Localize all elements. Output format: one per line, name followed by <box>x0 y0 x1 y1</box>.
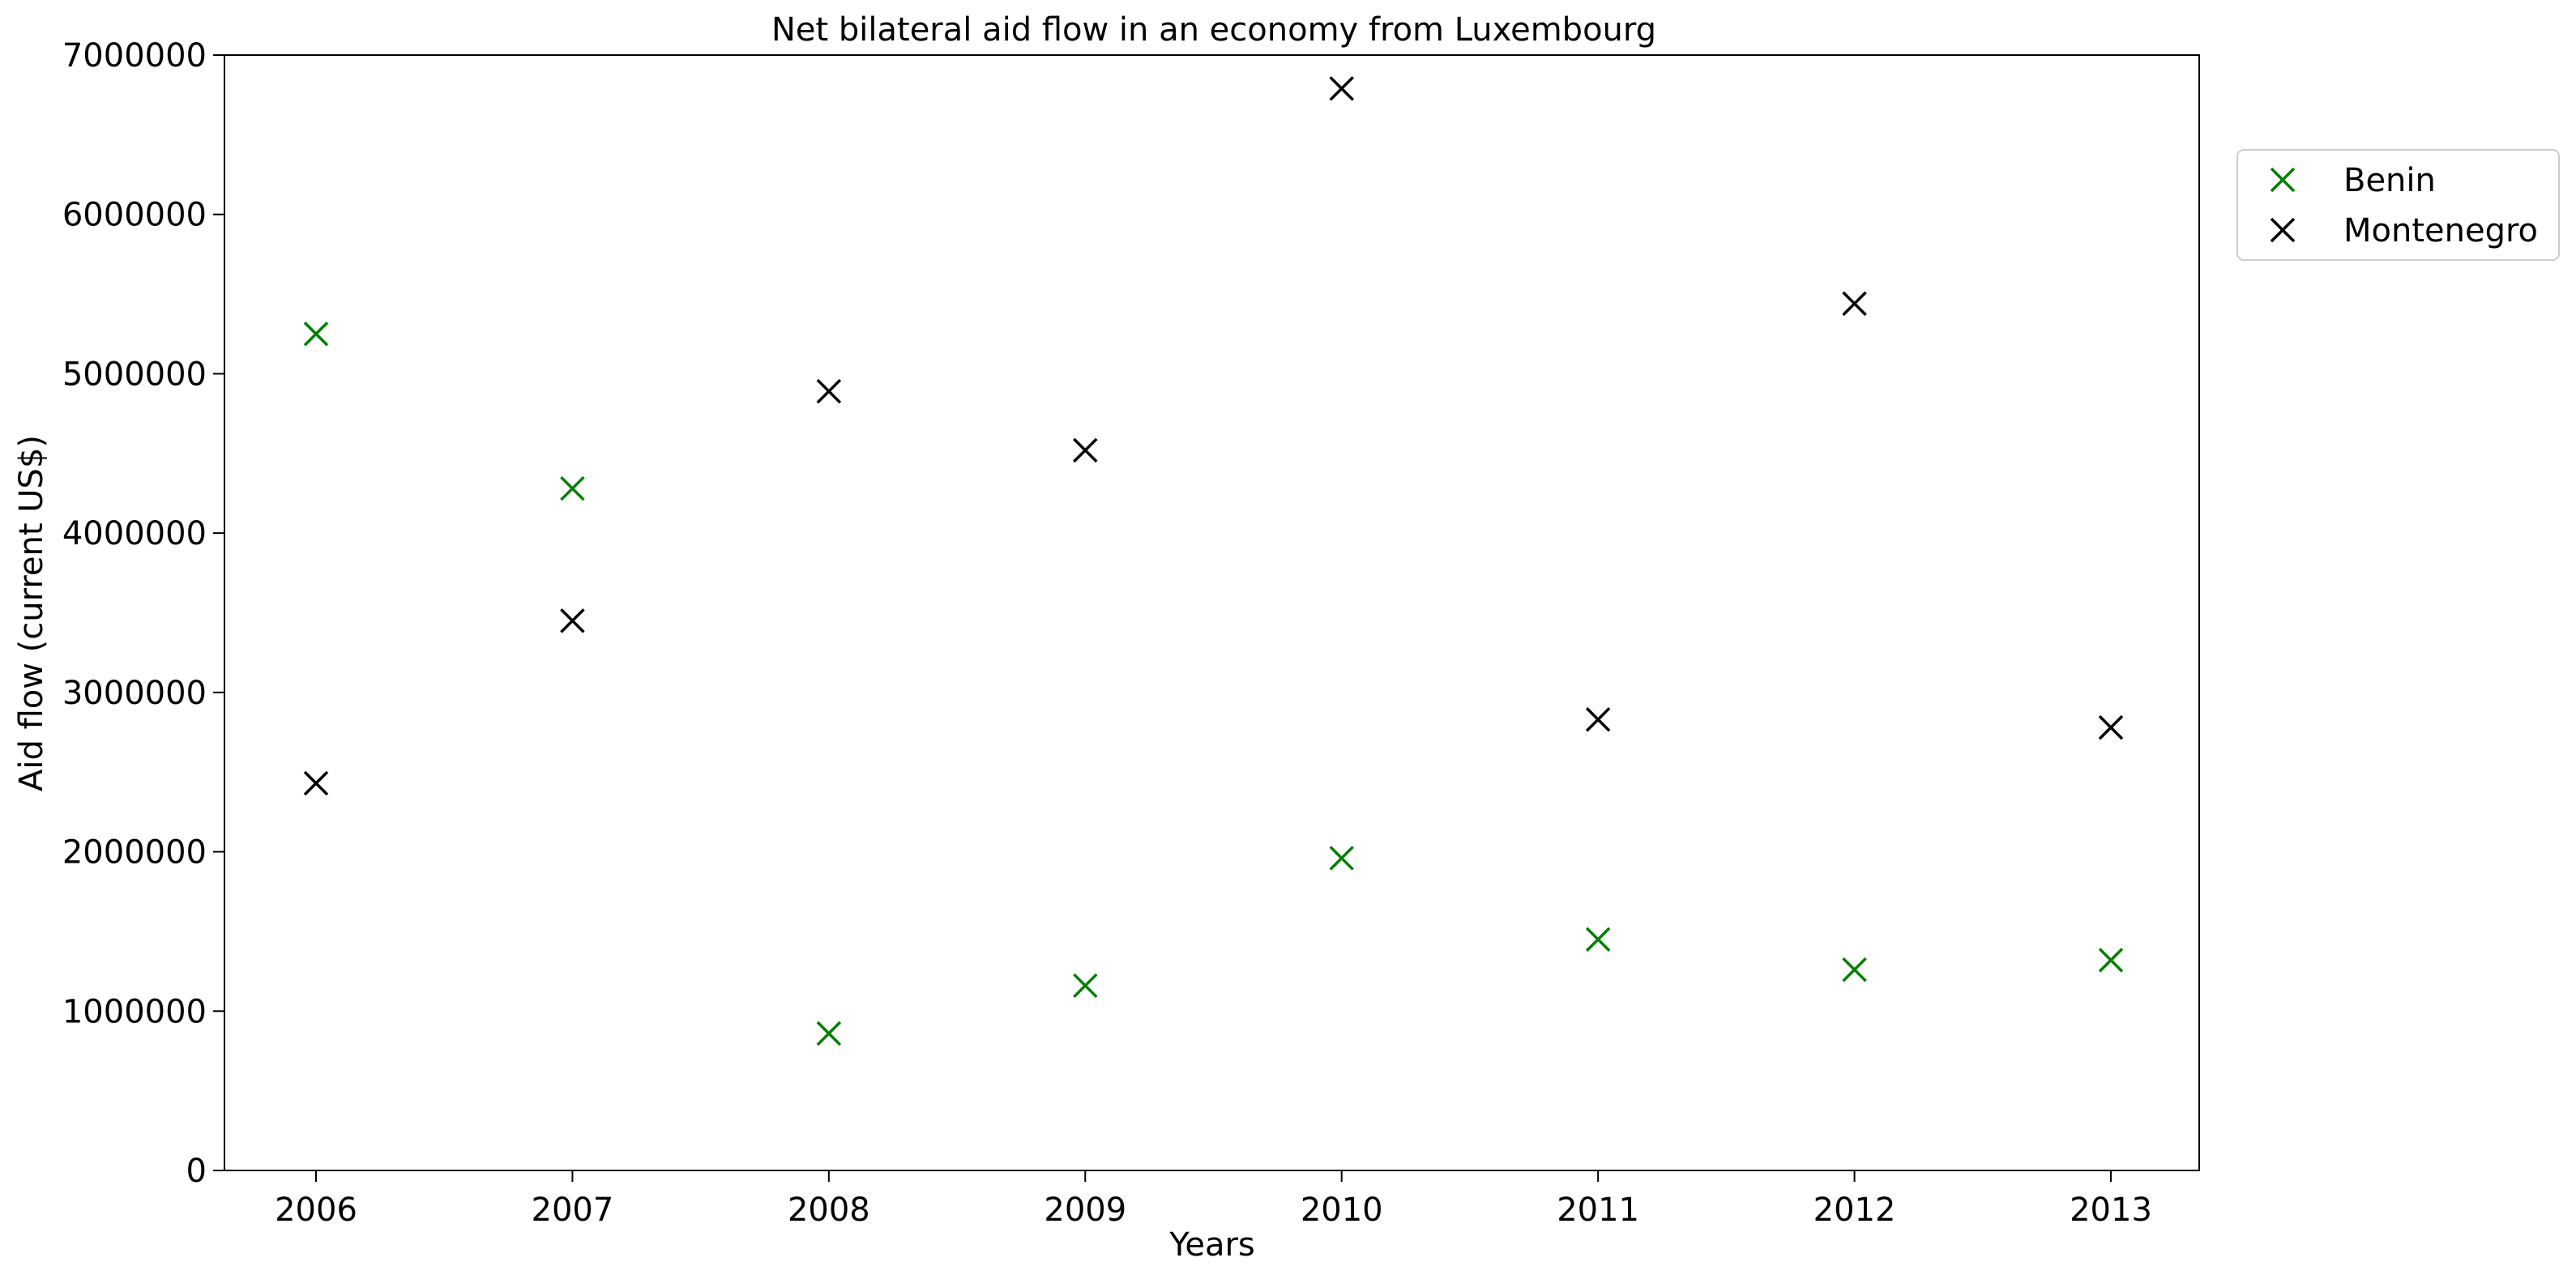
y-tick-label: 5000000 <box>62 356 207 393</box>
x-tick-label: 2007 <box>532 1192 614 1229</box>
point-montenegro-2007 <box>560 608 585 633</box>
x-tick-label: 2006 <box>275 1192 357 1229</box>
point-benin-2013 <box>2098 948 2124 973</box>
x-tick-label: 2011 <box>1557 1192 1639 1229</box>
x-axis-label: Years <box>1168 1226 1255 1264</box>
plot-area <box>224 54 2200 1171</box>
legend-label-montenegro: Montenegro <box>2343 212 2538 249</box>
point-montenegro-2008 <box>816 378 842 404</box>
legend-box <box>2236 149 2560 261</box>
y-tick-label: 4000000 <box>62 515 207 552</box>
y-tick-label: 3000000 <box>62 675 207 712</box>
point-montenegro-2010 <box>1329 76 1354 101</box>
point-montenegro-2011 <box>1585 707 1611 732</box>
legend-label-benin: Benin <box>2343 162 2436 199</box>
y-tick-label: 6000000 <box>62 197 207 234</box>
legend-marker-montenegro <box>2270 217 2296 243</box>
point-montenegro-2009 <box>1073 437 1098 463</box>
y-axis-label: Aid flow (current US$) <box>13 435 50 791</box>
point-benin-2010 <box>1329 846 1354 871</box>
legend-marker-benin <box>2270 167 2296 193</box>
chart-title: Net bilateral aid flow in an economy fro… <box>771 11 1656 49</box>
point-montenegro-2006 <box>303 770 329 796</box>
x-tick-label: 2013 <box>2070 1192 2152 1229</box>
x-tick-label: 2009 <box>1044 1192 1126 1229</box>
y-axis: 0 1000000 2000000 3000000 4000000 5000000 6000… <box>62 37 224 1190</box>
point-benin-2012 <box>1842 957 1867 983</box>
y-tick-label: 0 <box>186 1153 207 1190</box>
point-benin-2008 <box>816 1021 842 1047</box>
y-tick-label: 7000000 <box>62 37 207 75</box>
legend: Benin Montenegro <box>2236 149 2560 261</box>
point-benin-2007 <box>560 475 585 501</box>
x-axis: 2006 2007 2008 2009 2010 2011 2012 2013 <box>275 1170 2152 1229</box>
point-montenegro-2012 <box>1842 291 1867 317</box>
point-benin-2011 <box>1585 927 1611 953</box>
x-tick-label: 2008 <box>788 1192 870 1229</box>
point-benin-2009 <box>1073 973 1098 999</box>
x-tick-label: 2012 <box>1813 1192 1896 1229</box>
y-tick-label: 1000000 <box>62 993 207 1030</box>
x-tick-label: 2010 <box>1301 1192 1383 1229</box>
y-tick-label: 2000000 <box>62 834 207 872</box>
point-montenegro-2013 <box>2098 714 2124 740</box>
data-points <box>303 76 2124 1047</box>
point-benin-2006 <box>303 322 329 347</box>
